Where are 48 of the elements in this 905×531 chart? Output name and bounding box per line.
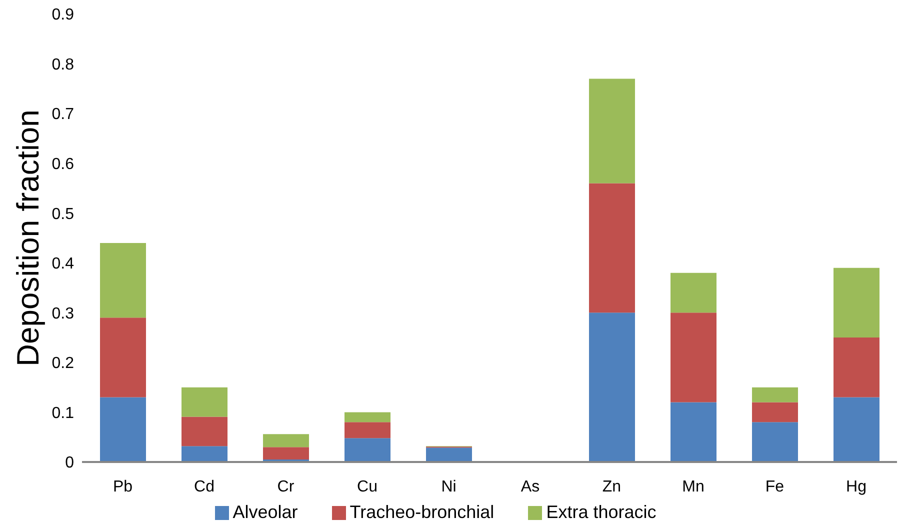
y-tick-label: 0.3	[52, 305, 74, 322]
bar	[834, 338, 880, 398]
bar	[182, 416, 228, 446]
bar	[834, 268, 880, 338]
bar	[752, 387, 798, 402]
x-tick-label: Cr	[277, 478, 295, 496]
bar	[182, 446, 228, 462]
legend-label: Extra thoracic	[546, 502, 656, 522]
bar	[344, 438, 390, 462]
bar	[670, 312, 716, 402]
bar	[589, 312, 635, 462]
bar	[670, 272, 716, 313]
bar	[182, 387, 228, 417]
x-tick-label: Hg	[846, 478, 866, 496]
bar	[263, 447, 309, 460]
bar	[344, 422, 390, 438]
x-tick-label: As	[520, 478, 540, 496]
bar	[426, 448, 472, 462]
x-tick-label: Zn	[602, 478, 622, 496]
x-tick-label: Fe	[765, 478, 784, 496]
x-tick-label: Cd	[194, 478, 214, 496]
bar	[589, 78, 635, 184]
bar	[263, 434, 309, 448]
y-tick-label: 0.5	[52, 206, 74, 223]
y-tick-label: 0.4	[52, 256, 74, 273]
bar	[670, 402, 716, 462]
x-tick-label: Ni	[441, 478, 456, 496]
legend-label: Tracheo-bronchial	[350, 502, 494, 522]
legend-label: Alveolar	[232, 502, 298, 522]
y-tick-label: 0.9	[52, 6, 74, 24]
y-tick-label: 0.2	[52, 355, 74, 372]
bar	[100, 242, 146, 318]
y-tick-label: 0.6	[52, 156, 74, 174]
y-tick-label: 0.7	[52, 106, 74, 124]
bar	[100, 397, 146, 462]
bar	[344, 412, 390, 422]
bar	[752, 422, 798, 462]
bar	[834, 397, 880, 462]
bar	[589, 183, 635, 313]
x-tick-label: Mn	[682, 478, 704, 496]
bar	[100, 318, 146, 398]
x-tick-label: Pb	[112, 478, 133, 496]
y-tick-label: 0	[65, 454, 74, 472]
y-tick-label: 0.1	[52, 404, 74, 422]
y-tick-label: 0.8	[52, 56, 74, 74]
x-tick-label: Cu	[357, 478, 378, 496]
bar	[752, 402, 798, 422]
y-axis-title: Deposition fraction	[10, 110, 46, 366]
